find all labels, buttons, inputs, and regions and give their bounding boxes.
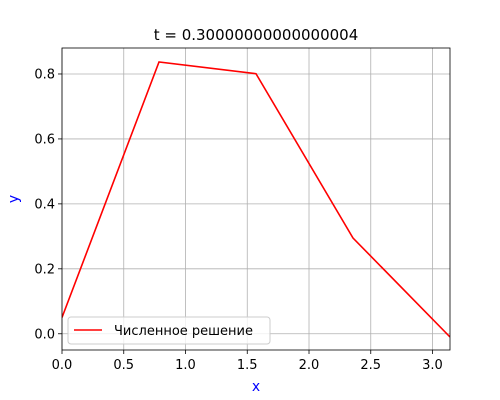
x-tick-label: 2.0 xyxy=(299,358,320,373)
y-tick-label: 0.2 xyxy=(34,262,55,277)
legend-label: Численное решение xyxy=(114,324,253,339)
y-axis-label: y xyxy=(6,195,22,203)
series-line xyxy=(62,61,450,338)
y-tick-label: 0.0 xyxy=(34,327,55,342)
y-tick-label: 0.6 xyxy=(34,132,55,147)
chart-title: t = 0.30000000000000004 xyxy=(154,26,359,44)
legend: Численное решение xyxy=(67,316,271,345)
x-tick-label: 0.5 xyxy=(113,358,134,373)
x-axis-label: x xyxy=(252,379,260,395)
legend-box xyxy=(67,316,271,345)
series-layer xyxy=(62,61,450,338)
x-tick-label: 0.0 xyxy=(52,358,73,373)
x-tick-label: 3.0 xyxy=(422,358,443,373)
plot-frame xyxy=(61,47,451,351)
x-tick-label: 1.0 xyxy=(175,358,196,373)
y-tick-label: 0.8 xyxy=(34,67,55,82)
ticks-layer: 0.0 0.5 1.0 1.5 2.0 2.5 3.0 0.0 0.2 0.4 0.6 0.8 xyxy=(34,67,443,373)
grid-layer xyxy=(61,48,450,350)
y-tick-label: 0.4 xyxy=(34,197,55,212)
x-tick-label: 1.5 xyxy=(237,358,258,373)
x-tick-label: 2.5 xyxy=(360,358,381,373)
